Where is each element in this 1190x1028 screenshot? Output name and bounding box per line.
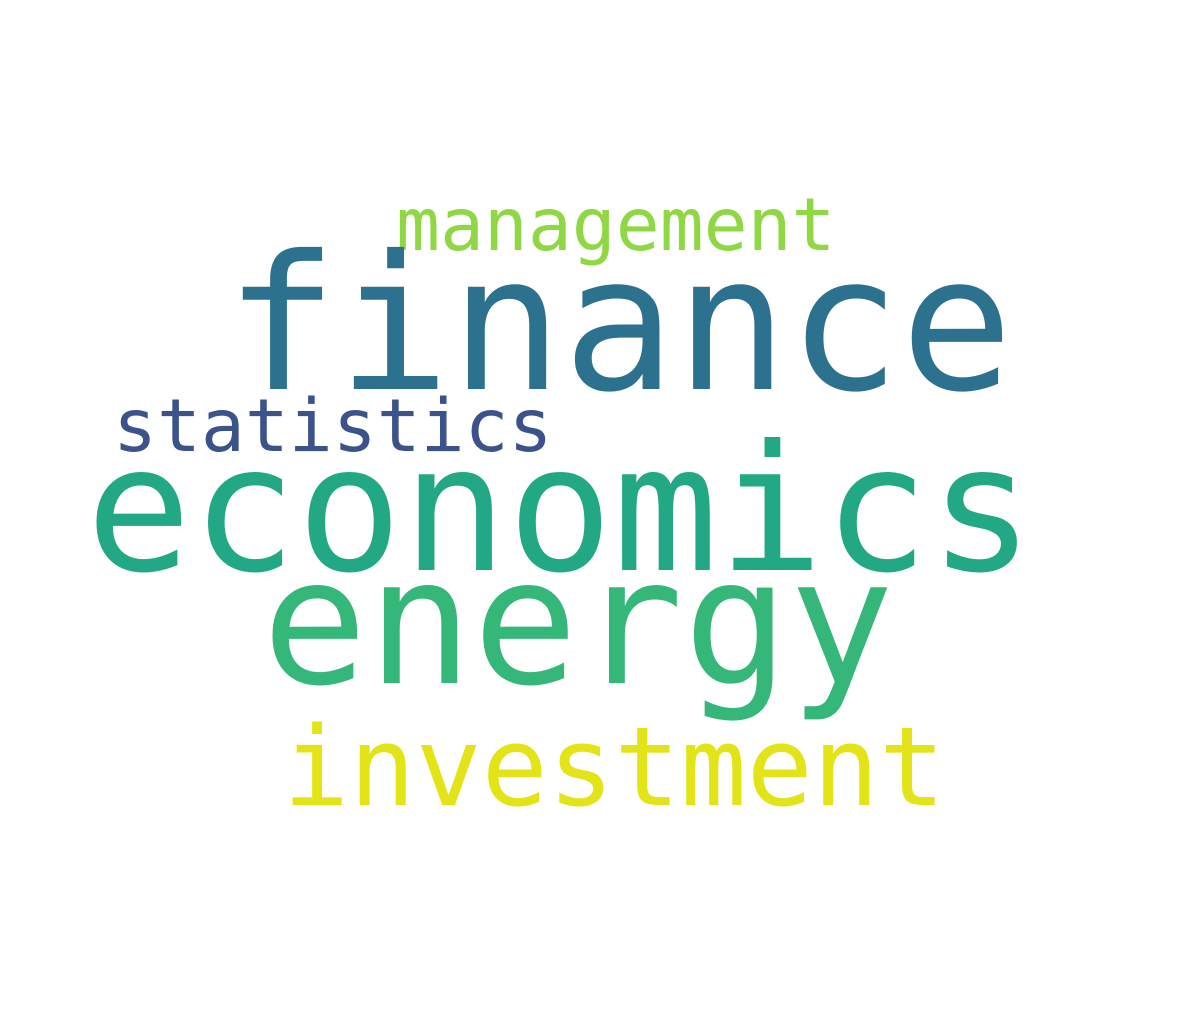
word-economics: economics [86,409,1035,612]
word-finance: finance [225,216,1014,434]
word-management: management [396,183,836,268]
word-statistics: statistics [113,384,553,469]
word-investment: investment [283,703,946,831]
word-energy: energy [262,522,895,725]
